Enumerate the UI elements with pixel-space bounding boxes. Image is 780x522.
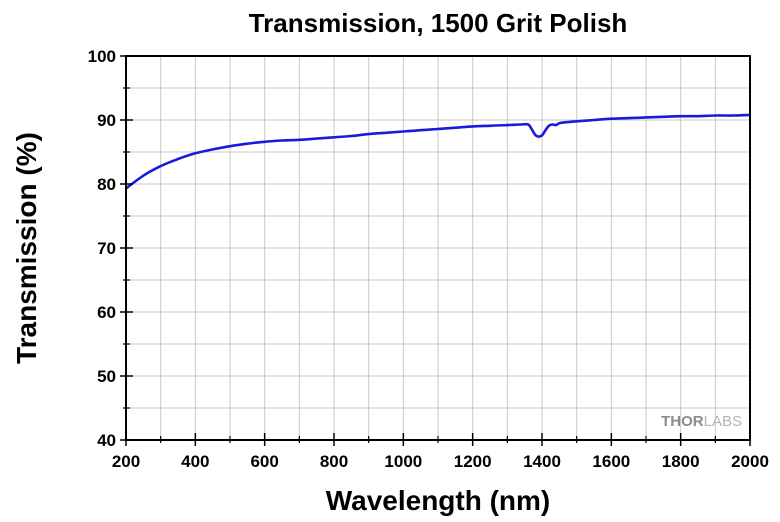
x-tick-label: 1200	[454, 452, 492, 471]
svg-text:THORLABS: THORLABS	[661, 413, 742, 430]
y-tick-labels: 40 50 60 70 80 90 100	[88, 47, 116, 450]
x-tick-labels: 200 400 600 800 1000 1200 1400 1600 1800 2000	[112, 452, 769, 471]
y-tick-label: 90	[97, 111, 116, 130]
x-tick-label: 600	[250, 452, 278, 471]
watermark-thor: THOR	[661, 413, 704, 430]
x-tick-label: 1600	[592, 452, 630, 471]
x-tick-label: 1800	[662, 452, 700, 471]
chart-title: Transmission, 1500 Grit Polish	[249, 8, 628, 38]
y-tick-label: 60	[97, 303, 116, 322]
y-tick-label: 100	[88, 47, 116, 66]
y-tick-label: 50	[97, 367, 116, 386]
y-tick-label: 40	[97, 431, 116, 450]
transmission-series-line	[125, 113, 751, 190]
x-tick-label: 1400	[523, 452, 561, 471]
watermark-labs: LABS	[704, 413, 742, 430]
x-tick-label: 200	[112, 452, 140, 471]
grid	[126, 56, 750, 440]
x-axis-title: Wavelength (nm)	[326, 485, 551, 516]
y-tick-label: 70	[97, 239, 116, 258]
y-tick-label: 80	[97, 175, 116, 194]
x-tick-label: 1000	[384, 452, 422, 471]
x-tick-label: 800	[320, 452, 348, 471]
x-tick-label: 400	[181, 452, 209, 471]
thorlabs-watermark: THORLABS	[661, 413, 742, 430]
ticks	[120, 55, 751, 446]
series-layer	[125, 113, 751, 190]
y-axis-title: Transmission (%)	[11, 132, 42, 364]
x-tick-label: 2000	[731, 452, 769, 471]
